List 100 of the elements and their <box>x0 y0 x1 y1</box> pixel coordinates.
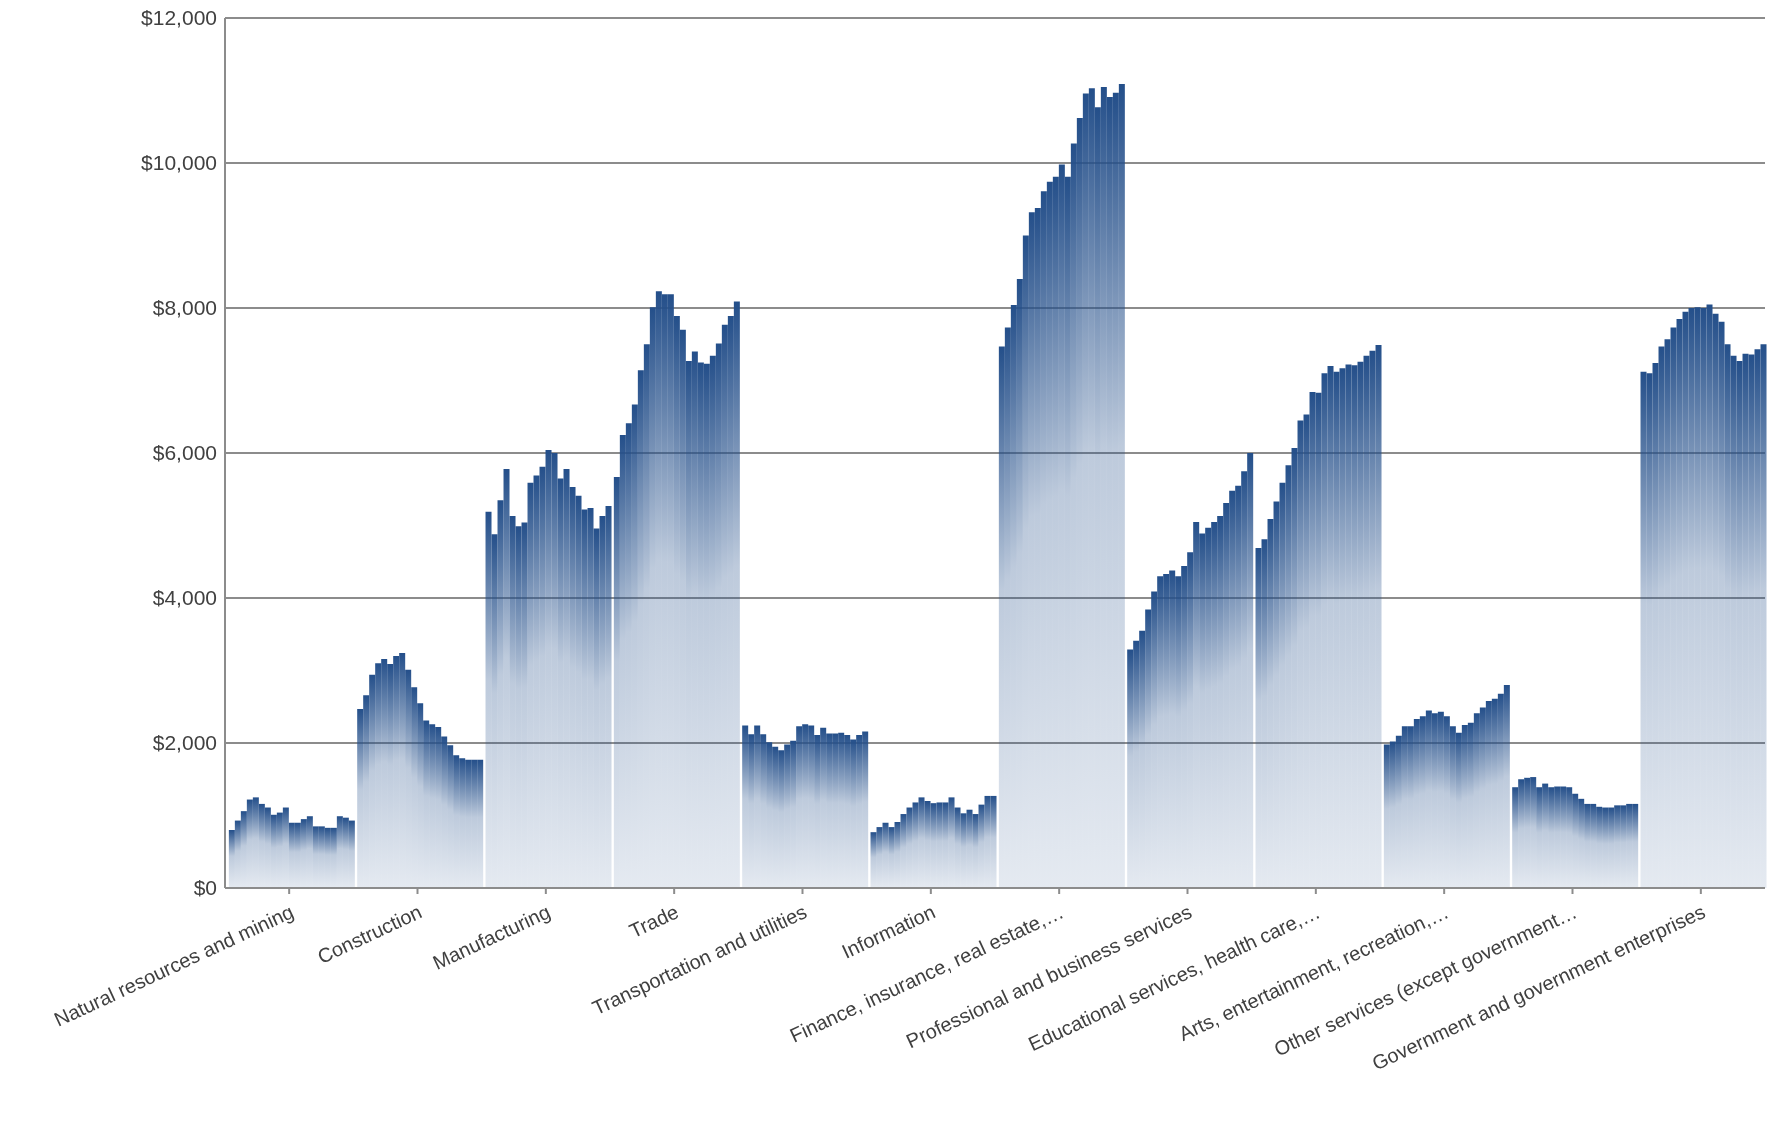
bar <box>264 807 271 888</box>
bar <box>1407 726 1414 888</box>
bar <box>1401 726 1408 888</box>
bar <box>1742 353 1749 888</box>
bar <box>1309 392 1316 888</box>
bar <box>1279 482 1286 888</box>
bar <box>288 822 295 888</box>
bar <box>1028 212 1035 888</box>
bar <box>1064 176 1071 888</box>
bar <box>587 508 594 888</box>
bar <box>984 795 991 888</box>
bar <box>509 516 516 888</box>
bar <box>808 725 815 888</box>
bar <box>637 370 644 888</box>
bar <box>1512 787 1519 888</box>
bar <box>497 500 504 888</box>
bar <box>679 329 686 888</box>
bar <box>539 466 546 888</box>
bar <box>441 736 448 888</box>
bar <box>575 495 582 888</box>
bar <box>1676 318 1683 888</box>
bar <box>1273 501 1280 888</box>
bar <box>832 733 839 888</box>
bar <box>1058 164 1065 888</box>
bar <box>685 360 692 888</box>
bar <box>954 807 961 888</box>
bar <box>1303 414 1310 888</box>
bar <box>1383 744 1390 888</box>
bar <box>447 745 454 888</box>
bar <box>593 528 600 888</box>
bar <box>1730 355 1737 888</box>
bar <box>742 725 749 888</box>
bar <box>856 735 863 888</box>
bar <box>906 807 913 888</box>
bar <box>417 703 424 888</box>
bar <box>1706 304 1713 888</box>
bar <box>300 819 307 888</box>
bar <box>1461 724 1468 888</box>
bar <box>888 827 895 888</box>
bar <box>649 307 656 888</box>
bar <box>661 294 668 888</box>
bar <box>381 658 388 888</box>
bar <box>491 534 498 888</box>
bar <box>1199 533 1206 888</box>
bar <box>1205 527 1212 888</box>
bar <box>423 720 430 888</box>
bar <box>348 820 355 888</box>
bar <box>691 351 698 888</box>
bar <box>1211 521 1218 888</box>
bar <box>1076 118 1083 888</box>
bar <box>1694 307 1701 888</box>
bar <box>1389 741 1396 888</box>
bar <box>727 315 734 888</box>
bar <box>1437 711 1444 888</box>
bar <box>1524 777 1531 888</box>
bar <box>1670 327 1677 888</box>
bar <box>942 802 949 888</box>
bar <box>1151 591 1158 888</box>
bar <box>918 797 925 888</box>
bar <box>1247 453 1254 888</box>
bar <box>599 516 606 888</box>
bar <box>252 797 259 888</box>
bar <box>1369 350 1376 888</box>
bar <box>1010 305 1017 888</box>
bar <box>870 832 877 888</box>
y-tick-label: $12,000 <box>141 6 217 30</box>
bar <box>485 511 492 888</box>
bar <box>1217 516 1224 888</box>
bar <box>1241 471 1248 888</box>
bar <box>336 816 343 888</box>
bar <box>1748 354 1755 888</box>
bar <box>1223 503 1230 888</box>
bar <box>1145 609 1152 888</box>
bar <box>1479 707 1486 888</box>
bar <box>234 820 241 888</box>
bar <box>826 733 833 888</box>
bar <box>667 294 674 888</box>
bar <box>1046 181 1053 888</box>
bar <box>1193 521 1200 888</box>
bar <box>342 817 349 888</box>
bar <box>1443 716 1450 888</box>
bar <box>1016 279 1023 888</box>
bar <box>1640 371 1647 888</box>
bar <box>924 801 931 888</box>
bar <box>363 695 370 888</box>
bar <box>399 653 406 888</box>
bar <box>862 731 869 888</box>
bar <box>228 830 235 888</box>
bar <box>748 734 755 888</box>
bar <box>1169 570 1176 888</box>
bar <box>1602 807 1609 888</box>
bar <box>1052 176 1059 888</box>
bar <box>1473 713 1480 888</box>
y-tick-label: $4,000 <box>152 586 217 610</box>
bar <box>1536 787 1543 888</box>
x-tick-label: Trade <box>625 900 682 943</box>
bar <box>778 750 785 888</box>
bar <box>1548 787 1555 888</box>
bar <box>527 482 534 888</box>
bar <box>1267 518 1274 888</box>
